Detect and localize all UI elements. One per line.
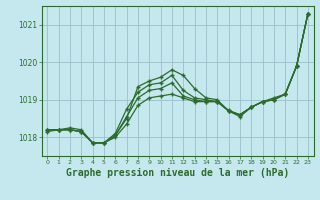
X-axis label: Graphe pression niveau de la mer (hPa): Graphe pression niveau de la mer (hPa) bbox=[66, 168, 289, 178]
